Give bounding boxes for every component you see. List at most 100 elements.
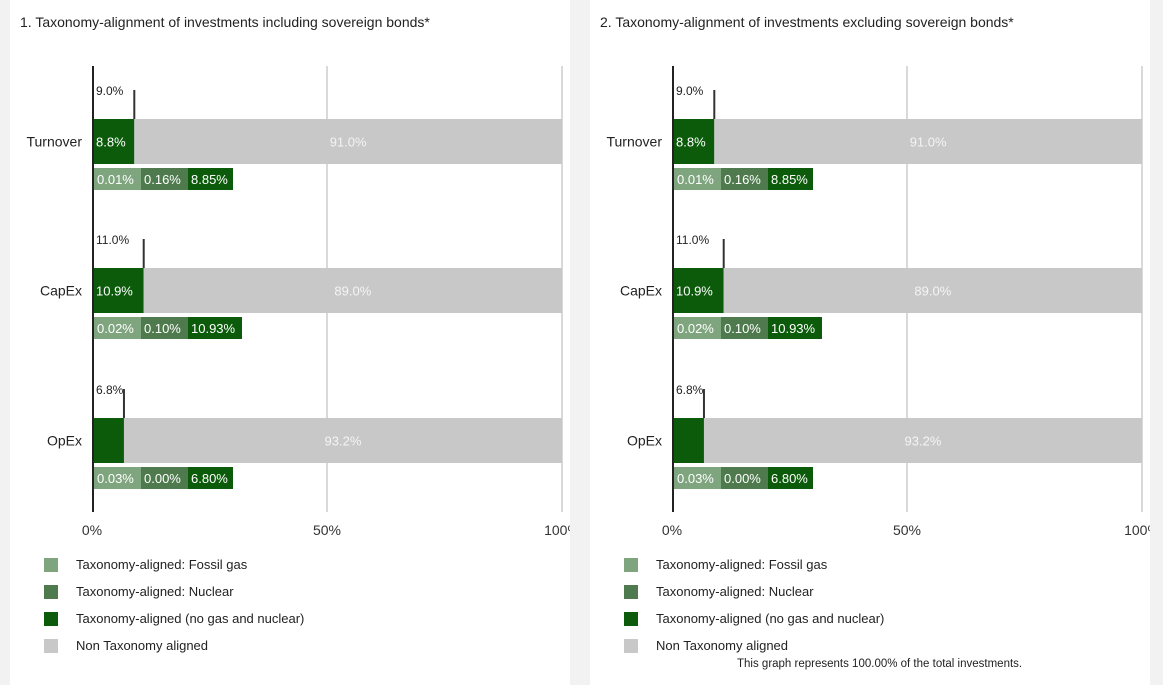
category-label: CapEx: [40, 283, 82, 299]
breakdown-box-aligned: [768, 467, 813, 489]
chart-legend: Taxonomy-aligned: Fossil gas Taxonomy-al…: [624, 551, 884, 659]
breakdown-box-fossil-gas: [94, 168, 141, 190]
bar-aligned: [92, 119, 135, 164]
category-label: Turnover: [26, 134, 82, 150]
coverage-footnote: This graph represents 100.00% of the tot…: [737, 658, 1023, 670]
breakdown-label: 8.85%: [191, 172, 228, 187]
bar-aligned: [672, 268, 724, 313]
chart-legend: Taxonomy-aligned: Fossil gas Taxonomy-al…: [44, 551, 304, 659]
breakdown-label: 0.00%: [724, 471, 761, 486]
legend-item-nuclear: Taxonomy-aligned: Nuclear: [624, 578, 884, 605]
legend-label: Non Taxonomy aligned: [76, 638, 209, 653]
breakdown-box-nuclear: [721, 467, 768, 489]
legend-swatch-nuclear: [624, 584, 638, 599]
breakdown-label: 8.85%: [771, 172, 808, 187]
breakdown-label: 0.01%: [677, 172, 714, 187]
bar-non-aligned: [703, 418, 1142, 463]
x-tick-label: 0%: [82, 522, 102, 538]
bar-aligned: [92, 268, 144, 313]
legend-label: Taxonomy-aligned: Fossil gas: [656, 557, 828, 572]
legend-item-aligned: Taxonomy-aligned (no gas and nuclear): [624, 605, 884, 632]
breakdown-label: 0.16%: [144, 172, 181, 187]
bar-non-aligned-label: 91.0%: [910, 135, 947, 150]
breakdown-box-nuclear: [141, 317, 188, 339]
breakdown-box-fossil-gas: [94, 317, 141, 339]
breakdown-box-aligned: [188, 317, 242, 339]
x-tick-label: 100%: [1124, 522, 1150, 538]
category-label: OpEx: [627, 433, 662, 449]
breakdown-box-fossil-gas: [674, 317, 721, 339]
x-tick-label: 100%: [544, 522, 570, 538]
total-aligned-label: 6.8%: [676, 383, 704, 397]
breakdown-box-fossil-gas: [94, 467, 141, 489]
legend-swatch-nuclear: [44, 584, 58, 599]
breakdown-box-fossil-gas: [674, 467, 721, 489]
bar-aligned: [672, 418, 704, 463]
legend-item-non-aligned: Non Taxonomy aligned: [44, 632, 304, 659]
breakdown-label: 0.10%: [724, 321, 761, 336]
legend-label: Taxonomy-aligned: Nuclear: [76, 584, 234, 599]
bar-non-aligned: [123, 418, 563, 463]
bar-aligned-label: 8.8%: [676, 135, 706, 150]
legend-swatch-fossil-gas: [44, 557, 58, 572]
breakdown-label: 6.80%: [191, 471, 228, 486]
breakdown-label: 10.93%: [771, 321, 816, 336]
legend-swatch-non-aligned: [624, 638, 638, 653]
legend-swatch-non-aligned: [44, 638, 58, 653]
legend-label: Taxonomy-aligned: Nuclear: [656, 584, 814, 599]
x-tick-label: 50%: [313, 522, 341, 538]
legend-swatch-aligned: [624, 611, 638, 626]
legend-item-non-aligned: Non Taxonomy aligned: [624, 632, 884, 659]
stacked-bar-chart: 0% 50% 100% 8.8% 91.0% 9.0% Turnover 0.01% 0.16%…: [26, 66, 570, 538]
breakdown-box-aligned: [188, 168, 233, 190]
bar-non-aligned-label: 89.0%: [334, 284, 371, 299]
breakdown-box-nuclear: [141, 467, 188, 489]
breakdown-box-nuclear: [721, 168, 768, 190]
legend-label: Non Taxonomy aligned: [656, 638, 789, 653]
total-aligned-label: 6.8%: [96, 383, 124, 397]
total-aligned-label: 11.0%: [676, 233, 709, 247]
legend-item-fossil-gas: Taxonomy-aligned: Fossil gas: [624, 551, 884, 578]
chart-panel-including-sovereign: 1. Taxonomy-alignment of investments inc…: [10, 0, 570, 685]
bar-non-aligned: [714, 119, 1142, 164]
breakdown-label: 6.80%: [771, 471, 808, 486]
breakdown-label: 0.03%: [97, 471, 134, 486]
bar-non-aligned-label: 91.0%: [330, 135, 367, 150]
breakdown-label: 0.02%: [677, 321, 714, 336]
breakdown-label: 0.10%: [144, 321, 181, 336]
legend-item-aligned: Taxonomy-aligned (no gas and nuclear): [44, 605, 304, 632]
legend-label: Taxonomy-aligned: Fossil gas: [76, 557, 248, 572]
legend-swatch-aligned: [44, 611, 58, 626]
bar-non-aligned-label: 93.2%: [905, 434, 942, 449]
bar-non-aligned: [143, 268, 562, 313]
stacked-bar-chart: 0% 50% 100% 8.8% 91.0% 9.0% Turnover 0.01% 0.16%…: [606, 66, 1150, 538]
breakdown-box-aligned: [768, 317, 822, 339]
chart-title: 2. Taxonomy-alignment of investments exc…: [600, 14, 1014, 30]
bar-non-aligned: [134, 119, 563, 164]
breakdown-box-fossil-gas: [674, 168, 721, 190]
bar-aligned-label: 8.8%: [96, 135, 126, 150]
breakdown-label: 0.02%: [97, 321, 134, 336]
breakdown-label: 0.01%: [97, 172, 134, 187]
chart-panel-excluding-sovereign: 2. Taxonomy-alignment of investments exc…: [590, 0, 1150, 685]
x-tick-label: 50%: [893, 522, 921, 538]
breakdown-box-aligned: [188, 467, 233, 489]
breakdown-label: 10.93%: [191, 321, 236, 336]
legend-item-nuclear: Taxonomy-aligned: Nuclear: [44, 578, 304, 605]
chart-title: 1. Taxonomy-alignment of investments inc…: [20, 14, 430, 30]
category-label: Turnover: [606, 134, 662, 150]
legend-label: Taxonomy-aligned (no gas and nuclear): [76, 611, 305, 626]
total-aligned-label: 11.0%: [96, 233, 129, 247]
bar-non-aligned-label: 93.2%: [325, 434, 362, 449]
category-label: OpEx: [47, 433, 82, 449]
x-tick-label: 0%: [662, 522, 682, 538]
breakdown-label: 0.03%: [677, 471, 714, 486]
breakdown-box-nuclear: [141, 168, 188, 190]
category-label: CapEx: [620, 283, 662, 299]
legend-item-fossil-gas: Taxonomy-aligned: Fossil gas: [44, 551, 304, 578]
breakdown-box-nuclear: [721, 317, 768, 339]
total-aligned-label: 9.0%: [676, 84, 704, 98]
bar-aligned-label: 10.9%: [676, 284, 713, 299]
bar-aligned: [92, 418, 124, 463]
bar-non-aligned-label: 89.0%: [914, 284, 951, 299]
